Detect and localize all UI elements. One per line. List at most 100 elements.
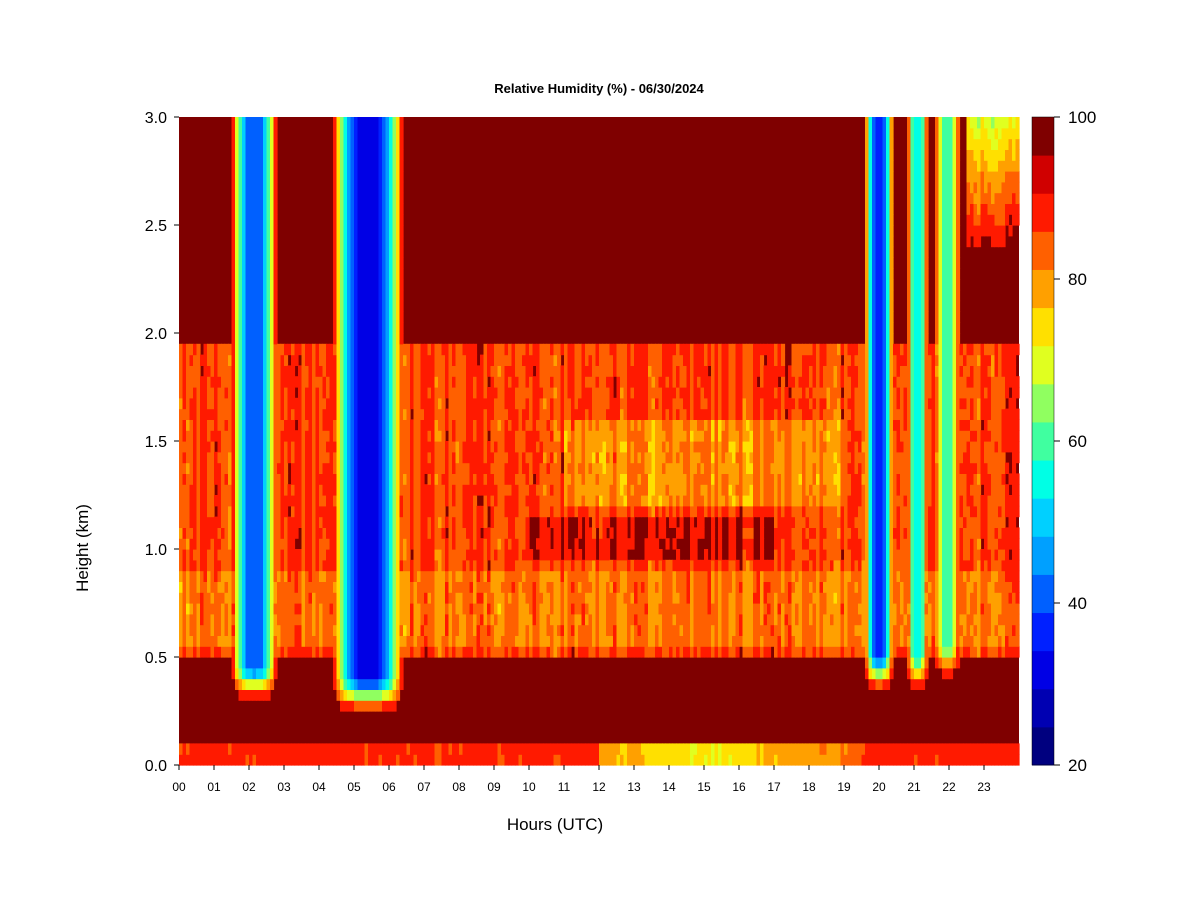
- heatmap-cell: [350, 473, 355, 485]
- heatmap-cell: [277, 343, 282, 356]
- heatmap-cell: [585, 387, 590, 399]
- heatmap-cell: [256, 365, 261, 377]
- heatmap-cell: [357, 657, 362, 669]
- heatmap-cell: [473, 635, 478, 647]
- heatmap-cell: [522, 581, 527, 593]
- heatmap-cell: [200, 473, 205, 485]
- heatmap-cell: [476, 408, 481, 420]
- heatmap-cell: [259, 441, 264, 453]
- heatmap-cell: [623, 343, 628, 356]
- heatmap-cell: [242, 624, 247, 636]
- heatmap-cell: [186, 365, 191, 377]
- heatmap-cell: [256, 397, 261, 410]
- heatmap-cell: [581, 462, 586, 474]
- heatmap-cell: [336, 581, 341, 593]
- heatmap-cell: [480, 473, 485, 485]
- heatmap-cell: [221, 624, 226, 636]
- heatmap-cell: [585, 516, 590, 528]
- heatmap-cell: [336, 657, 341, 669]
- heatmap-cell: [217, 743, 222, 755]
- heatmap-cell: [529, 473, 534, 485]
- heatmap-cell: [305, 473, 310, 485]
- heatmap-cell: [501, 495, 506, 507]
- heatmap-cell: [284, 613, 289, 626]
- heatmap-cell: [221, 581, 226, 593]
- heatmap-cell: [354, 451, 359, 464]
- heatmap-cell: [259, 743, 264, 755]
- heatmap-cell: [403, 354, 408, 366]
- heatmap-cell: [473, 397, 478, 410]
- heatmap-cell: [508, 527, 513, 539]
- heatmap-cell: [634, 365, 639, 377]
- heatmap-cell: [529, 451, 534, 464]
- heatmap-cell: [182, 527, 187, 539]
- heatmap-cell: [210, 354, 215, 366]
- heatmap-cell: [266, 268, 271, 280]
- heatmap-cell: [543, 527, 548, 539]
- heatmap-cell: [382, 354, 387, 366]
- heatmap-cell: [585, 624, 590, 636]
- heatmap-cell: [655, 624, 660, 636]
- heatmap-cell: [403, 581, 408, 593]
- heatmap-cell: [424, 397, 429, 410]
- heatmap-cell: [333, 754, 338, 766]
- heatmap-cell: [252, 667, 257, 680]
- heatmap-cell: [350, 225, 355, 237]
- heatmap-cell: [333, 203, 338, 215]
- heatmap-cell: [620, 430, 625, 442]
- heatmap-cell: [203, 646, 208, 658]
- heatmap-cell: [399, 397, 404, 410]
- heatmap-cell: [357, 743, 362, 755]
- heatmap-cell: [490, 581, 495, 593]
- heatmap-cell: [312, 581, 317, 593]
- heatmap-cell: [445, 538, 450, 550]
- heatmap-cell: [385, 646, 390, 658]
- heatmap-cell: [539, 624, 544, 636]
- heatmap-cell: [403, 549, 408, 561]
- heatmap-cell: [585, 365, 590, 377]
- heatmap-cell: [354, 138, 359, 150]
- heatmap-cell: [371, 397, 376, 410]
- heatmap-cell: [473, 365, 478, 377]
- heatmap-cell: [620, 495, 625, 507]
- heatmap-cell: [375, 192, 380, 204]
- heatmap-cell: [333, 365, 338, 377]
- heatmap-cell: [403, 451, 408, 464]
- heatmap-cell: [266, 592, 271, 604]
- heatmap-cell: [245, 678, 250, 690]
- heatmap-cell: [399, 376, 404, 388]
- heatmap-cell: [658, 451, 663, 464]
- heatmap-cell: [361, 527, 366, 539]
- heatmap-cell: [483, 624, 488, 636]
- heatmap-cell: [525, 592, 530, 604]
- heatmap-cell: [469, 570, 474, 582]
- heatmap-cell: [361, 603, 366, 615]
- heatmap-cell: [329, 613, 334, 626]
- heatmap-cell: [210, 754, 215, 766]
- heatmap-cell: [508, 743, 513, 755]
- heatmap-cell: [567, 419, 572, 431]
- heatmap-cell: [347, 322, 352, 334]
- heatmap-cell: [322, 624, 327, 636]
- heatmap-cell: [315, 559, 320, 572]
- heatmap-cell: [389, 613, 394, 626]
- heatmap-cell: [616, 397, 621, 410]
- heatmap-cell: [266, 246, 271, 258]
- heatmap-cell: [557, 430, 562, 442]
- heatmap-cell: [350, 559, 355, 572]
- heatmap-cell: [354, 192, 359, 204]
- heatmap-cell: [221, 365, 226, 377]
- heatmap-cell: [515, 743, 520, 755]
- heatmap-cell: [347, 387, 352, 399]
- heatmap-cell: [249, 203, 254, 215]
- heatmap-cell: [266, 160, 271, 172]
- heatmap-cell: [357, 624, 362, 636]
- heatmap-cell: [263, 451, 268, 464]
- heatmap-cell: [329, 505, 334, 518]
- heatmap-cell: [616, 549, 621, 561]
- heatmap-cell: [473, 743, 478, 755]
- heatmap-cell: [567, 754, 572, 766]
- heatmap-cell: [567, 462, 572, 474]
- heatmap-cell: [340, 495, 345, 507]
- heatmap-cell: [382, 700, 387, 712]
